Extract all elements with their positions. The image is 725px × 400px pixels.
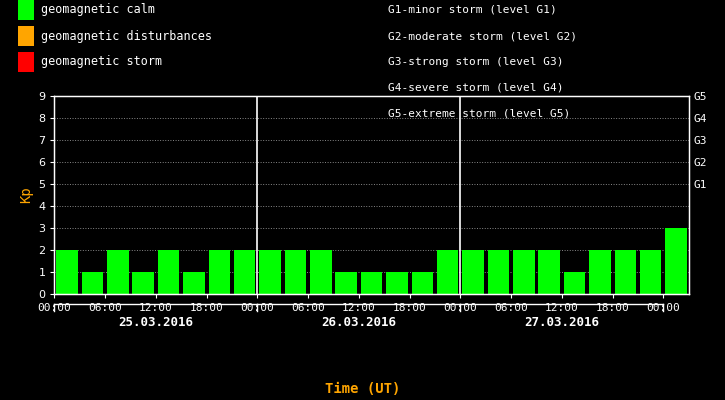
Bar — [463, 250, 484, 294]
Text: 27.03.2016: 27.03.2016 — [524, 316, 600, 329]
Bar — [133, 272, 154, 294]
Text: Time (UT): Time (UT) — [325, 382, 400, 396]
Bar — [336, 272, 357, 294]
Text: 25.03.2016: 25.03.2016 — [118, 316, 194, 329]
Text: 26.03.2016: 26.03.2016 — [321, 316, 397, 329]
Bar — [564, 272, 585, 294]
Text: G1-minor storm (level G1): G1-minor storm (level G1) — [388, 5, 557, 15]
Text: G2-moderate storm (level G2): G2-moderate storm (level G2) — [388, 31, 577, 41]
Bar — [437, 250, 458, 294]
Bar — [260, 250, 281, 294]
Text: geomagnetic storm: geomagnetic storm — [41, 56, 162, 68]
Bar — [513, 250, 534, 294]
Bar — [234, 250, 255, 294]
Bar — [183, 272, 204, 294]
Bar — [488, 250, 509, 294]
Bar — [310, 250, 331, 294]
Bar — [615, 250, 636, 294]
Bar — [158, 250, 179, 294]
Text: G4-severe storm (level G4): G4-severe storm (level G4) — [388, 83, 563, 93]
Bar — [640, 250, 661, 294]
Bar — [285, 250, 306, 294]
Text: G5-extreme storm (level G5): G5-extreme storm (level G5) — [388, 109, 570, 119]
Bar — [82, 272, 103, 294]
Text: geomagnetic calm: geomagnetic calm — [41, 4, 155, 16]
Text: geomagnetic disturbances: geomagnetic disturbances — [41, 30, 212, 42]
Bar — [589, 250, 610, 294]
Bar — [57, 250, 78, 294]
Bar — [539, 250, 560, 294]
Bar — [209, 250, 230, 294]
Bar — [107, 250, 128, 294]
Text: G3-strong storm (level G3): G3-strong storm (level G3) — [388, 57, 563, 67]
Bar — [412, 272, 433, 294]
Bar — [386, 272, 407, 294]
Bar — [361, 272, 382, 294]
Bar — [666, 228, 687, 294]
Y-axis label: Kp: Kp — [19, 187, 33, 203]
